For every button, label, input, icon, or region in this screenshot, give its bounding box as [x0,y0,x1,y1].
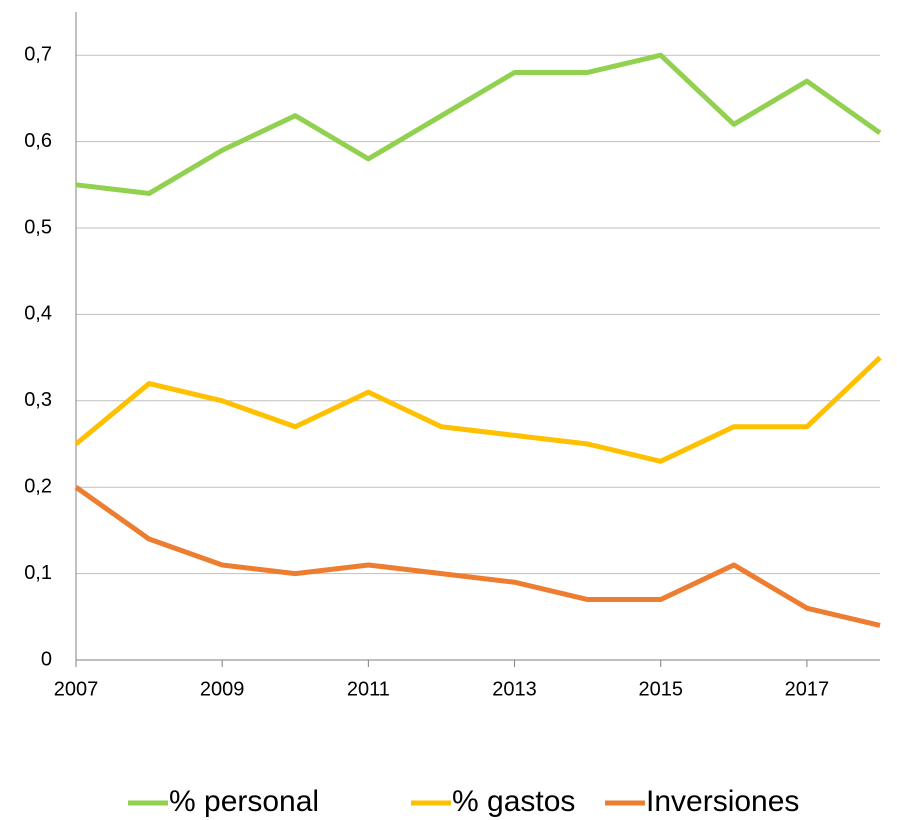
series-line [74,485,881,628]
y-tick-label: 0,3 [24,389,52,411]
x-tick-label: 2015 [638,678,683,700]
x-tick-label: 2017 [785,678,830,700]
y-tick-label: 0,5 [24,216,52,238]
y-tick-label: 0,7 [24,43,52,65]
y-tick-label: 0 [41,648,52,670]
x-tick-label: 2013 [492,678,537,700]
x-tick-label: 2009 [200,678,245,700]
x-tick-label: 2011 [347,678,390,700]
series-line [74,355,882,464]
series-line [75,52,882,196]
y-tick-label: 0,6 [24,130,52,152]
legend-label: % gastos [452,785,575,818]
x-tick-label: 2007 [54,678,99,700]
y-tick-label: 0,1 [24,562,52,584]
y-tick-label: 0,2 [24,475,52,497]
legend-label: % personal [169,785,319,818]
y-tick-label: 0,4 [24,303,52,325]
legend-label: Inversiones [646,785,799,818]
